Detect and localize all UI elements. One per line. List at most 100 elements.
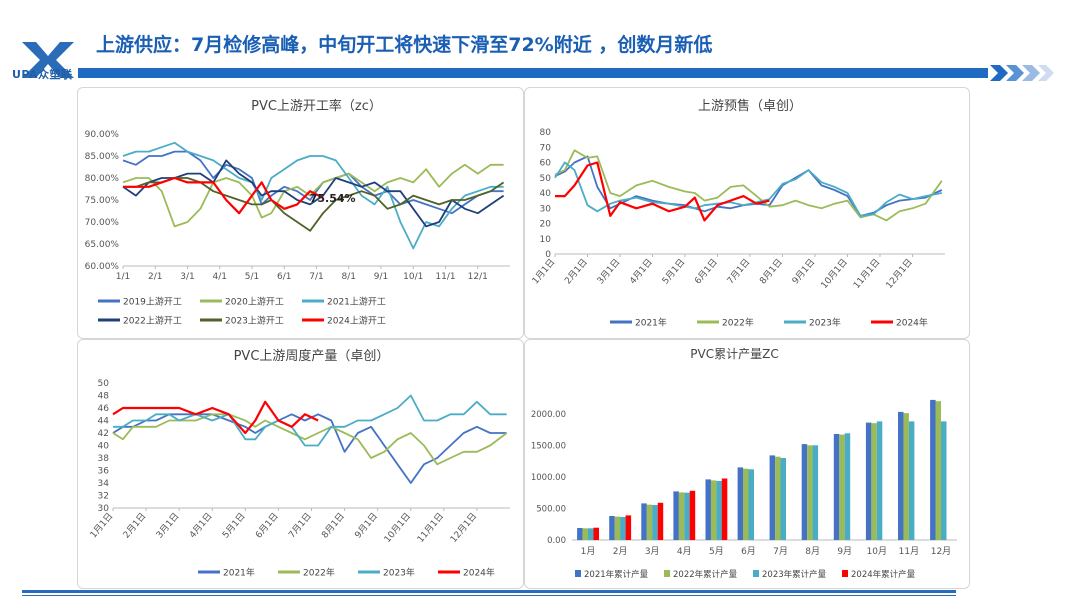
bar-2021年累计产量: [930, 399, 936, 540]
footer-rule: [22, 590, 956, 593]
x-tick-label: 12/1: [468, 272, 488, 282]
series-line-2022上游开工: [122, 159, 505, 228]
bar-2021年累计产量: [801, 444, 808, 540]
x-tick-label: 11月1日: [851, 257, 882, 291]
title-bar: [78, 68, 988, 78]
series-line-2021年: [112, 413, 507, 484]
y-tick-label: 2000.00: [531, 410, 566, 420]
bar-2022年累计产量: [743, 468, 749, 540]
x-tick-label: 10月1日: [382, 511, 413, 545]
chart-cumulative: PVC累计产量ZC 0.00 500.00 1000.00 1500.00 2000.00…: [531, 347, 957, 580]
bar-2021年累计产量: [609, 516, 615, 540]
legend-label: 2023年累计产量: [762, 569, 827, 580]
y-tick-label: 36: [98, 467, 110, 477]
bar-2022年累计产量: [935, 401, 941, 540]
bar-2022年累计产量: [614, 516, 621, 540]
x-tick-label: 4/1: [213, 272, 227, 282]
y-tick-label: 44: [98, 417, 110, 427]
bar-2024年累计产量: [593, 527, 599, 540]
x-tick-label: 8/1: [342, 272, 356, 282]
y-tick-label: 20: [540, 220, 552, 230]
chevrons-icon: [990, 65, 1054, 81]
x-tick-label: 2月1日: [121, 511, 148, 541]
legend-swatch: [842, 570, 848, 577]
x-tick-label: 6月1日: [253, 511, 280, 541]
y-tick-label: 50: [540, 174, 552, 184]
legend-label: 2021上游开工: [327, 296, 386, 308]
y-tick-label: 90.00%: [85, 130, 120, 140]
bar-2022年累计产量: [871, 423, 877, 540]
x-tick-label: 3月1日: [154, 511, 181, 541]
y-tick-label: 500.00: [536, 504, 566, 514]
x-tick-label: 4月1日: [187, 511, 214, 541]
bar-2021年累计产量: [898, 411, 904, 540]
legend-label: 2021年累计产量: [584, 569, 649, 580]
bar-2023年累计产量: [876, 421, 883, 540]
bar-2023年累计产量: [812, 445, 819, 540]
panel-presales: 上游预售（卓创） 0 10 20 30 40 50 60 70 80 1月1日 2月1日 3月1日 4月1…: [524, 87, 970, 339]
chart-title: PVC上游周度产量（卓创）: [234, 348, 390, 364]
x-tick-label: 2/1: [148, 272, 162, 282]
x-tick-label: 1月1日: [88, 511, 115, 541]
y-tick-label: 0.00: [547, 536, 566, 546]
bar-2023年累计产量: [908, 421, 915, 540]
x-tick-label: 3/1: [180, 272, 194, 282]
bar-2023年累计产量: [620, 517, 626, 540]
bar-2023年累计产量: [780, 458, 786, 540]
y-tick-label: 75.00%: [85, 196, 120, 206]
bar-2021年累计产量: [737, 467, 744, 540]
x-tick-label: 6/1: [277, 272, 291, 282]
x-tick-label: 9月1日: [790, 257, 817, 287]
legend-swatch: [664, 570, 670, 577]
x-tick-label: 3月1日: [595, 257, 622, 287]
legend-label: 2019上游开工: [123, 296, 182, 308]
series-line-2020上游开工: [122, 163, 504, 228]
x-tick-label: 5月1日: [660, 257, 687, 287]
bar-2021年累计产量: [577, 528, 583, 540]
x-tick-label: 2月1日: [562, 257, 589, 287]
x-tick-label: 7/1: [309, 272, 323, 282]
x-tick-label: 6月1日: [692, 257, 719, 287]
bar-2022年累计产量: [775, 456, 781, 540]
y-tick-label: 40: [540, 189, 552, 199]
bar-2021年累计产量: [865, 422, 872, 540]
series-line-2022年: [112, 413, 508, 466]
bar-2021年累计产量: [673, 491, 679, 540]
x-tick-label: 3月: [645, 546, 660, 557]
y-tick-label: 34: [98, 479, 110, 489]
x-tick-label: 5月1日: [220, 511, 247, 541]
x-tick-label: 8月1日: [320, 511, 347, 541]
legend-label: 2021年: [635, 317, 667, 329]
x-tick-label: 5月: [709, 546, 724, 557]
x-tick-label: 11/1: [435, 272, 455, 282]
x-tick-label: 12月1日: [448, 511, 479, 545]
y-tick-label: 32: [98, 492, 109, 502]
chart-title: 上游预售（卓创）: [698, 98, 802, 114]
bar-2023年累计产量: [716, 481, 722, 540]
bar-2022年累计产量: [903, 413, 909, 540]
x-tick-label: 10/1: [403, 272, 423, 282]
legend-label: 2024年累计产量: [851, 569, 916, 580]
bar-2022年累计产量: [678, 492, 685, 540]
x-tick-label: 1月: [581, 546, 596, 557]
panel-cumulative: PVC累计产量ZC 0.00 500.00 1000.00 1500.00 2000.00…: [524, 339, 970, 589]
legend-label: 2023年: [383, 567, 415, 579]
upa-logo-icon: [22, 42, 74, 78]
x-tick-label: 1/1: [116, 272, 130, 282]
x-tick-label: 9/1: [374, 272, 388, 282]
y-tick-label: 80: [540, 128, 552, 138]
y-tick-label: 70.00%: [85, 218, 120, 228]
bar-2021年累计产量: [769, 455, 776, 540]
bar-2024年累计产量: [721, 478, 728, 540]
bar-2022年累计产量: [646, 504, 653, 540]
legend-label: 2024上游开工: [327, 315, 386, 327]
series-line-2021上游开工: [122, 141, 504, 250]
bar-2022年累计产量: [710, 480, 717, 540]
legend-label: 2022上游开工: [123, 315, 182, 327]
legend-swatch: [575, 570, 581, 577]
footer-rule-thin: [22, 595, 956, 596]
x-tick-label: 11月: [899, 546, 919, 557]
y-tick-label: 30: [540, 204, 552, 214]
y-tick-label: 1000.00: [531, 473, 566, 483]
